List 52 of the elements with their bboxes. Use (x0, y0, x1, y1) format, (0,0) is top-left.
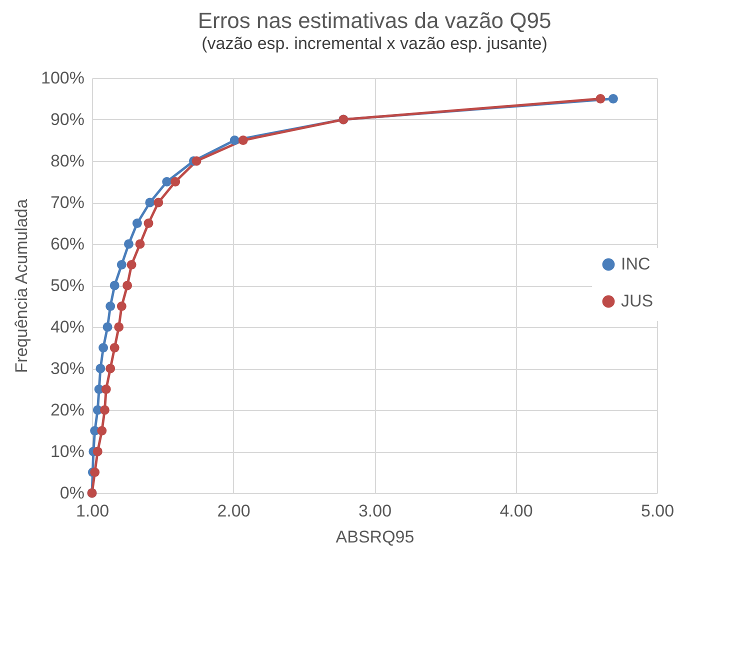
legend-label: JUS (621, 292, 654, 310)
y-tick-label: 40% (50, 318, 84, 336)
point (126, 260, 136, 270)
chart-subtitle: (vazão esp. incremental x vazão esp. jusante) (202, 34, 548, 53)
y-tick-label: 100% (41, 68, 84, 88)
point (154, 198, 164, 208)
x-tick-label: 1.00 (76, 502, 110, 520)
point (106, 364, 116, 374)
y-tick-label: 70% (50, 193, 84, 212)
point (135, 239, 145, 249)
point (170, 177, 180, 186)
y-tick-label: 30% (50, 359, 84, 378)
point (100, 405, 110, 415)
point (97, 426, 107, 436)
y-tick-label: 10% (50, 442, 84, 461)
point (124, 239, 134, 249)
point (145, 198, 155, 208)
y-tick-label: 90% (50, 110, 84, 129)
point (192, 156, 202, 166)
point (608, 94, 618, 104)
legend-label: INC (621, 254, 650, 274)
point (102, 322, 112, 332)
point (110, 343, 120, 352)
x-tick-label: 2.00 (217, 502, 250, 520)
point (106, 302, 116, 311)
point (238, 136, 248, 145)
point (230, 136, 240, 145)
point (101, 384, 111, 394)
point (122, 280, 132, 290)
point (114, 322, 124, 332)
y-tick-label: 0% (60, 484, 84, 502)
point (92, 446, 102, 456)
point (596, 94, 606, 104)
y-tick-label: 20% (50, 400, 84, 420)
x-tick-label: 3.00 (358, 502, 392, 520)
point (116, 260, 126, 270)
y-axis-title: Frequência Acumulada (12, 198, 32, 373)
point (98, 343, 108, 352)
point (96, 364, 106, 374)
x-axis-title: ABSRQ95 (336, 528, 414, 546)
y-tick-label: 60% (50, 234, 84, 254)
point (116, 302, 126, 311)
x-tick-label: 4.00 (500, 502, 533, 520)
y-tick-label: 80% (50, 152, 84, 170)
x-tick-label: 5.00 (640, 502, 674, 520)
point (132, 218, 142, 228)
chart-title: Erros nas estimativas da vazão Q95 (198, 8, 552, 33)
point (110, 280, 120, 290)
point (144, 218, 154, 228)
point (162, 177, 172, 186)
y-tick-label: 50% (50, 276, 84, 295)
point (90, 468, 100, 477)
